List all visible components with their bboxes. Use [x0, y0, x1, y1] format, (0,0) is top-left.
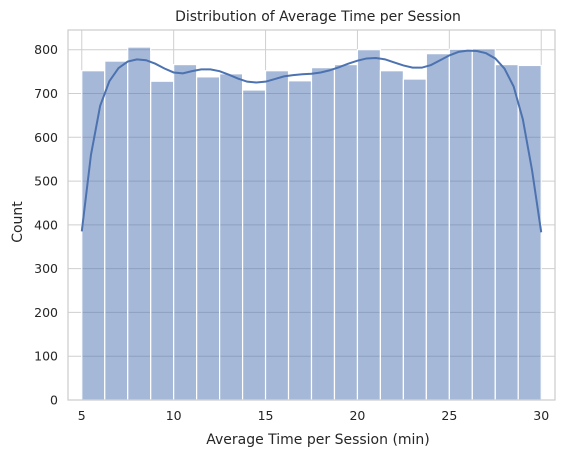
- y-axis-label: Count: [10, 201, 26, 243]
- y-tick-label: 600: [34, 130, 58, 145]
- chart-title: Distribution of Average Time per Session: [175, 9, 461, 25]
- histogram-bar: [196, 76, 221, 401]
- histogram-bars: [81, 46, 542, 401]
- y-tick-label: 700: [34, 86, 58, 101]
- histogram-bar: [150, 80, 175, 401]
- histogram-bar: [379, 70, 404, 401]
- x-tick-labels: 5 10 15 20 25 30: [78, 408, 549, 423]
- x-tick-label: 5: [78, 408, 86, 423]
- kde-curve: [80, 49, 543, 233]
- histogram-bar: [241, 89, 267, 401]
- y-tick-label: 500: [34, 174, 58, 189]
- histogram-bar: [104, 60, 129, 401]
- y-tick-label: 800: [34, 42, 58, 57]
- histogram-bar: [287, 80, 313, 401]
- plot-frame: [67, 29, 556, 401]
- x-tick-label: 25: [441, 408, 457, 423]
- histogram-bar: [471, 48, 496, 401]
- histogram-bar: [81, 70, 106, 401]
- histogram-bar: [127, 46, 152, 401]
- histogram-bar: [264, 70, 290, 401]
- histogram-bar: [219, 73, 244, 401]
- y-tick-label: 200: [34, 305, 58, 320]
- x-tick-label: 15: [258, 408, 274, 423]
- y-tick-labels: 0 100 200 300 400 500 600 700 800: [34, 42, 58, 407]
- histogram-bar: [425, 53, 450, 401]
- x-axis-label: Average Time per Session (min): [206, 432, 430, 448]
- y-tick-label: 300: [34, 261, 58, 276]
- histogram-bar: [333, 63, 359, 401]
- x-tick-label: 10: [166, 408, 182, 423]
- histogram-bar: [356, 49, 382, 401]
- y-tick-label: 400: [34, 217, 58, 232]
- x-tick-label: 20: [349, 408, 365, 423]
- y-tick-label: 100: [34, 349, 58, 364]
- histogram-bar: [310, 67, 336, 401]
- histogram-bar: [448, 48, 473, 401]
- y-tick-label: 0: [50, 393, 58, 408]
- histogram-bar: [494, 63, 519, 401]
- histogram-bar: [402, 78, 427, 401]
- histogram-bar: [173, 63, 198, 401]
- x-tick-label: 30: [533, 408, 549, 423]
